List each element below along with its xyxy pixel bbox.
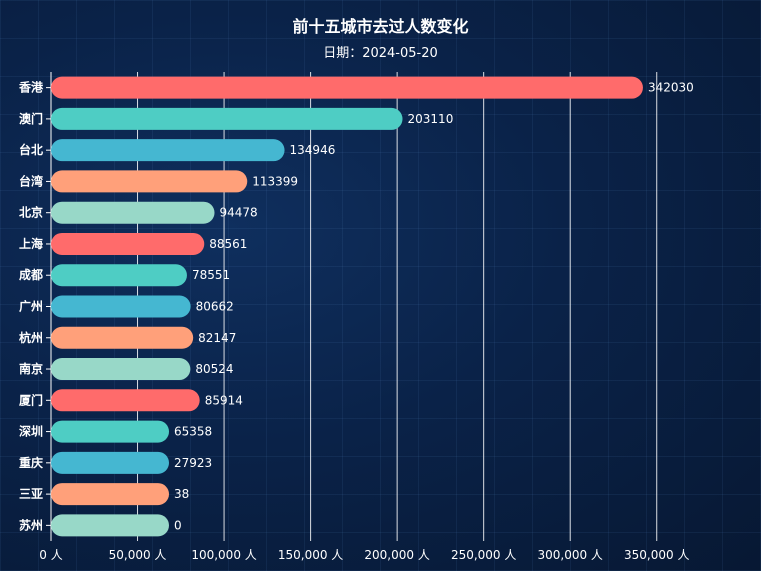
x-tick-label: 50,000 人 bbox=[109, 548, 167, 562]
bar bbox=[51, 451, 169, 474]
category-label: 台北 bbox=[19, 142, 43, 157]
category-label: 澳门 bbox=[19, 111, 43, 126]
category-label: 香港 bbox=[18, 80, 44, 95]
value-label: 80524 bbox=[195, 362, 233, 376]
value-label: 27923 bbox=[174, 456, 212, 470]
bar bbox=[51, 358, 191, 381]
category-label: 杭州 bbox=[19, 330, 43, 345]
x-tick-label: 200,000 人 bbox=[364, 548, 429, 562]
bar bbox=[51, 295, 191, 318]
x-tick-label: 150,000 人 bbox=[278, 548, 343, 562]
bar bbox=[51, 514, 169, 537]
value-label: 0 bbox=[174, 518, 182, 532]
category-label: 台湾 bbox=[19, 173, 43, 188]
value-label: 203110 bbox=[408, 112, 454, 126]
chart-title: 前十五城市去过人数变化 bbox=[292, 17, 469, 36]
category-label: 厦门 bbox=[19, 392, 43, 407]
value-label: 78551 bbox=[192, 268, 230, 282]
bar bbox=[51, 420, 169, 443]
x-tick-label: 100,000 人 bbox=[191, 548, 256, 562]
value-label: 38 bbox=[174, 487, 189, 501]
category-label: 南京 bbox=[19, 361, 43, 376]
x-tick-label: 300,000 人 bbox=[537, 548, 602, 562]
category-label: 北京 bbox=[19, 205, 43, 220]
bar bbox=[51, 76, 643, 99]
bar bbox=[51, 170, 248, 193]
x-tick-label: 250,000 人 bbox=[451, 548, 516, 562]
category-label: 深圳 bbox=[19, 424, 43, 439]
bar bbox=[51, 326, 194, 349]
value-label: 88561 bbox=[209, 237, 247, 251]
bar bbox=[51, 389, 200, 412]
bar bbox=[51, 483, 169, 506]
value-label: 65358 bbox=[174, 425, 212, 439]
category-label: 三亚 bbox=[19, 487, 43, 501]
x-tick-label: 0 人 bbox=[39, 548, 62, 562]
chart-subtitle: 日期：2024-05-20 bbox=[323, 46, 438, 61]
bar bbox=[51, 264, 187, 287]
value-label: 94478 bbox=[220, 206, 258, 220]
bar bbox=[51, 139, 285, 162]
value-label: 134946 bbox=[290, 143, 336, 157]
value-label: 342030 bbox=[648, 81, 694, 95]
value-label: 113399 bbox=[252, 174, 298, 188]
x-tick-label: 350,000 人 bbox=[624, 548, 689, 562]
value-label: 82147 bbox=[198, 331, 236, 345]
category-label: 上海 bbox=[19, 236, 43, 251]
bar bbox=[51, 201, 215, 224]
bar bbox=[51, 232, 205, 255]
category-label: 苏州 bbox=[19, 517, 43, 532]
value-label: 85914 bbox=[205, 393, 243, 407]
bar bbox=[51, 107, 403, 130]
value-label: 80662 bbox=[196, 300, 234, 314]
category-label: 广州 bbox=[19, 299, 43, 314]
category-label: 成都 bbox=[19, 267, 43, 282]
category-label: 重庆 bbox=[19, 455, 43, 470]
